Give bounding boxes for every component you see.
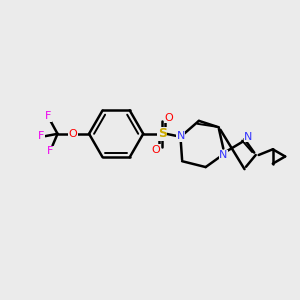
Text: S: S — [158, 127, 167, 140]
Text: F: F — [47, 146, 53, 156]
Text: O: O — [68, 129, 77, 139]
Text: O: O — [165, 112, 173, 123]
Text: N: N — [176, 131, 185, 141]
Text: O: O — [151, 145, 160, 155]
Text: N: N — [219, 150, 227, 160]
Text: F: F — [38, 131, 44, 141]
Text: N: N — [244, 132, 253, 142]
Text: F: F — [45, 111, 51, 122]
